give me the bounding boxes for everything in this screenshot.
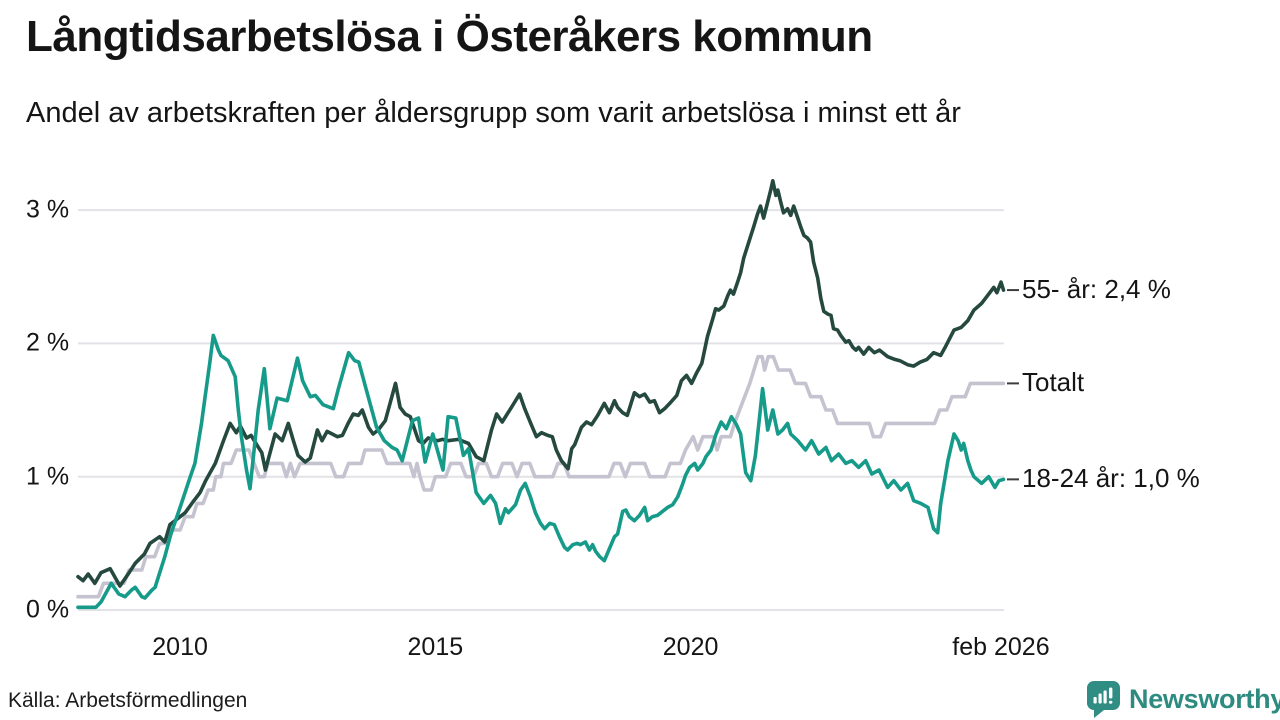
x-axis-tick-label: 2010 — [152, 633, 208, 661]
series-line-55plus — [76, 179, 1006, 588]
y-axis-tick-label: 2 % — [26, 328, 70, 357]
series-end-label-55plus: 55- år: 2,4 % — [1022, 273, 1171, 304]
newsworthy-logo-text: Newsworthy — [1129, 684, 1280, 714]
newsworthy-logo: Newsworthy — [1087, 681, 1280, 718]
source-note: Källa: Arbetsförmedlingen — [8, 689, 248, 712]
y-axis-tick-label: 0 % — [26, 595, 70, 624]
newsworthy-logo-icon — [1087, 681, 1120, 718]
series-end-label-1824: 18-24 år: 1,0 % — [1022, 463, 1200, 494]
x-axis-tick-label: 2015 — [407, 633, 464, 661]
x-axis-tick-label: 2020 — [662, 633, 719, 661]
page-title: Långtidsarbetslösa i Österåkers kommun — [26, 12, 873, 61]
y-axis-tick-label: 1 % — [26, 462, 70, 491]
series-line-1824 — [76, 333, 1006, 610]
x-axis-tick-label: feb 2026 — [952, 633, 1050, 661]
y-axis-tick-label: 3 % — [26, 195, 70, 224]
chart-subtitle: Andel av arbetskraften per åldersgrupp s… — [26, 97, 961, 129]
series-end-label-total: Totalt — [1022, 367, 1085, 398]
series-line-total — [76, 354, 1006, 599]
